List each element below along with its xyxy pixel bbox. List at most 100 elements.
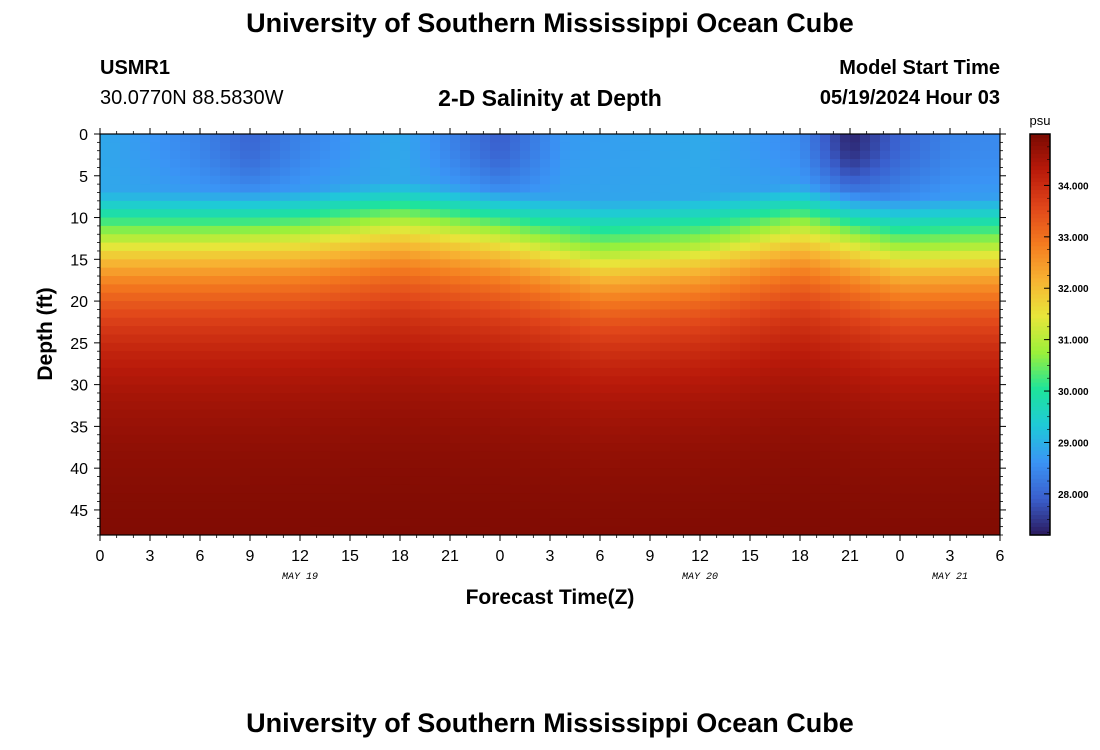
heatmap-cell [640,443,651,453]
heatmap-cell [960,159,971,169]
heatmap-cell [180,509,191,519]
heatmap-cell [930,242,941,252]
heatmap-cell [380,342,391,352]
heatmap-cell [240,401,251,411]
heatmap-cells [100,134,1000,535]
heatmap-cell [410,292,421,302]
colorbar: 28.00029.00030.00031.00032.00033.00034.0… [1029,113,1089,536]
heatmap-cell [560,518,571,528]
heatmap-cell [940,276,951,285]
heatmap-cell [590,476,601,486]
heatmap-cell [340,434,351,444]
heatmap-cell [700,376,711,386]
heatmap-cell [910,292,921,302]
heatmap-cell [320,476,331,486]
heatmap-cell [610,192,621,202]
heatmap-cell [680,276,691,285]
heatmap-cell [400,443,411,453]
heatmap-cell [840,326,851,336]
heatmap-cell [750,468,761,478]
heatmap-cell [820,426,831,436]
heatmap-cell [650,451,661,461]
colorbar-swatch [1030,474,1050,480]
heatmap-cell [840,409,851,419]
heatmap-cell [500,409,511,419]
heatmap-cell [480,342,491,352]
heatmap-cell [210,242,221,252]
heatmap-cell [720,192,731,202]
heatmap-cell [630,159,641,169]
heatmap-cell [690,376,701,386]
heatmap-cell [220,134,231,143]
heatmap-cell [950,250,961,260]
heatmap-cell [260,284,271,294]
heatmap-cell [950,242,961,252]
heatmap-cell [640,184,651,194]
heatmap-cell [300,267,311,277]
heatmap-cell [730,384,741,394]
heatmap-cell [450,351,461,361]
heatmap-cell [990,418,1000,427]
heatmap-cell [980,217,991,227]
heatmap-cell [680,209,691,219]
heatmap-cell [630,376,641,386]
heatmap-cell [180,217,191,227]
heatmap-cell [440,418,451,427]
heatmap-cell [600,484,611,494]
heatmap-cell [930,267,941,277]
heatmap-cell [550,351,561,361]
heatmap-cell [200,159,211,169]
heatmap-cell [220,509,231,519]
heatmap-cell [570,225,581,235]
heatmap-cell [820,301,831,311]
heatmap-cell [410,518,421,528]
heatmap-cell [550,484,561,494]
heatmap-cell [660,359,671,369]
heatmap-cell [630,459,641,469]
heatmap-cell [550,334,561,344]
heatmap-cell [170,342,181,352]
heatmap-cell [130,276,141,285]
heatmap-cell [990,476,1000,486]
heatmap-cell [970,326,981,336]
heatmap-cell [520,392,531,402]
heatmap-cell [910,309,921,319]
y-tick-label: 20 [70,294,88,311]
heatmap-cell [830,192,841,202]
heatmap-cell [800,418,811,427]
heatmap-cell [930,468,941,478]
colorbar-swatch [1030,494,1050,500]
heatmap-cell [320,334,331,344]
heatmap-cell [570,259,581,269]
heatmap-cell [510,409,521,419]
heatmap-cell [730,309,741,319]
heatmap-cell [230,184,241,194]
heatmap-cell [680,267,691,277]
heatmap-cell [930,376,941,386]
heatmap-cell [750,501,761,511]
heatmap-cell [580,326,591,336]
heatmap-cell [370,426,381,436]
heatmap-cell [710,426,721,436]
heatmap-cell [310,334,321,344]
heatmap-cell [650,434,661,444]
heatmap-cell [750,434,761,444]
heatmap-cell [100,518,111,528]
heatmap-cell [670,192,681,202]
heatmap-cell [980,184,991,194]
heatmap-cell [520,175,531,185]
heatmap-cell [950,351,961,361]
heatmap-cell [380,526,391,535]
heatmap-cell [850,426,861,436]
heatmap-cell [510,267,521,277]
heatmap-cell [540,200,551,210]
heatmap-cell [480,409,491,419]
heatmap-cell [420,468,431,478]
heatmap-cell [800,443,811,453]
heatmap-cell [330,459,341,469]
heatmap-cell [840,443,851,453]
heatmap-cell [410,217,421,227]
heatmap-cell [640,376,651,386]
heatmap-cell [730,326,741,336]
heatmap-cell [360,484,371,494]
